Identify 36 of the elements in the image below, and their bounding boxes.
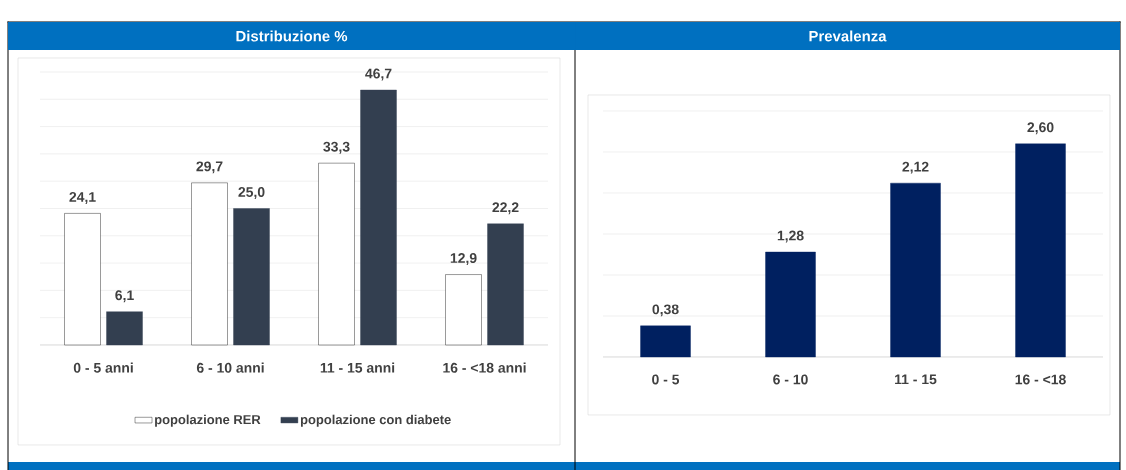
data-label: 12,9 [450,253,477,266]
bar [1015,143,1066,358]
chart-title: Prevalenza [809,30,887,42]
x-tick-label: 0 - 5 anni [73,362,133,373]
bar [765,251,816,358]
data-label: 22,2 [492,202,519,215]
x-tick-label: 11 - 15 [895,374,937,385]
bar [487,223,524,346]
data-label: 2,12 [902,161,929,174]
bar [318,162,355,346]
x-tick-label: 16 - <18 anni [443,362,526,373]
x-tick-label: 6 - 10 [773,374,808,385]
x-tick-label: 6 - 10 anni [196,362,264,373]
data-label: 1,28 [777,230,804,243]
bar [640,325,691,358]
data-label: 6,1 [115,290,134,303]
bar [360,89,397,346]
data-label: 33,3 [323,141,350,154]
data-label: 46,7 [365,68,392,81]
x-tick-label: 11 - 15 anni [320,362,395,373]
data-label: 24,1 [69,191,96,204]
data-label: 0,38 [652,304,679,317]
data-label: 2,60 [1027,122,1054,135]
bar [64,213,101,346]
bar [191,182,228,346]
bar [890,182,941,358]
data-label: 25,0 [238,187,265,199]
bar [106,311,143,346]
chart-title: Distribuzione % [236,30,348,42]
legend-label: popolazione con diabete [300,414,451,427]
data-label: 29,7 [196,161,223,174]
legend-label: popolazione RER [155,414,261,427]
bar [233,208,270,346]
x-tick-label: 16 - <18 [1015,374,1066,385]
x-tick-label: 0 - 5 [652,374,680,385]
bar [445,274,482,346]
